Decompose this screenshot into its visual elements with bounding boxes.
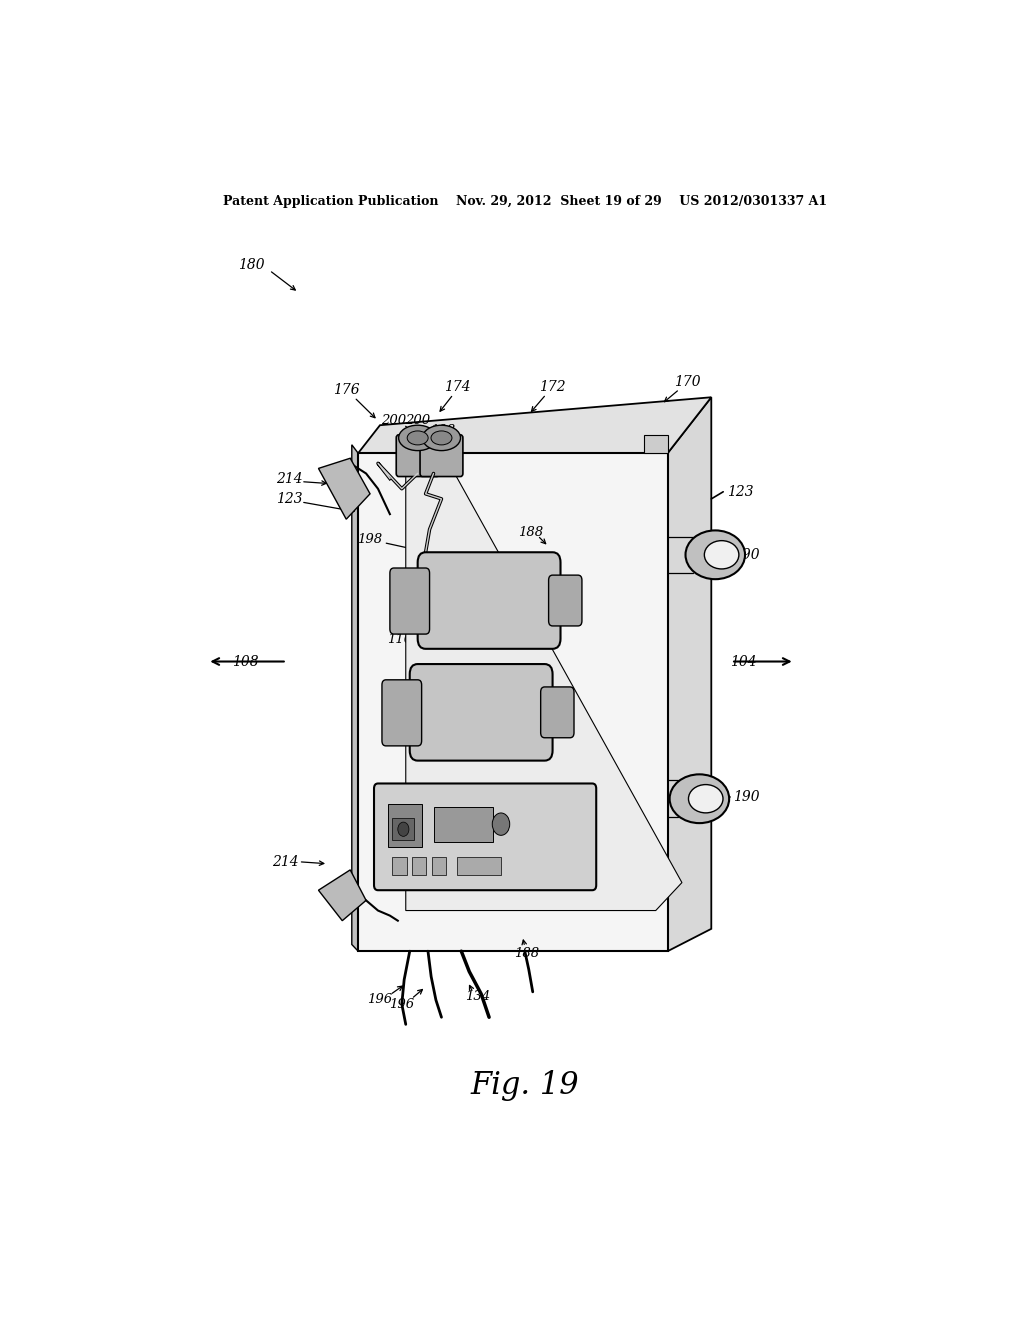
Text: 186: 186 <box>455 663 480 675</box>
Text: 186: 186 <box>465 546 489 560</box>
Text: 108: 108 <box>232 655 259 668</box>
Ellipse shape <box>431 430 452 445</box>
Bar <box>458 857 501 875</box>
Ellipse shape <box>688 784 723 813</box>
Text: 196: 196 <box>389 998 415 1011</box>
Bar <box>412 857 426 875</box>
Text: 104: 104 <box>730 655 757 668</box>
Bar <box>392 857 407 875</box>
Bar <box>392 818 415 841</box>
Ellipse shape <box>423 425 461 450</box>
Polygon shape <box>668 397 712 952</box>
FancyBboxPatch shape <box>420 434 463 477</box>
Text: 196: 196 <box>367 994 392 1006</box>
Polygon shape <box>358 453 668 952</box>
Text: 123: 123 <box>727 484 754 499</box>
Bar <box>387 804 423 846</box>
Text: 176: 176 <box>333 383 359 397</box>
Text: 116: 116 <box>387 632 412 645</box>
Polygon shape <box>318 458 370 519</box>
Text: 214: 214 <box>275 471 302 486</box>
Bar <box>432 857 446 875</box>
Text: 188: 188 <box>518 525 543 539</box>
Ellipse shape <box>685 531 745 579</box>
Ellipse shape <box>670 775 729 824</box>
Ellipse shape <box>408 430 428 445</box>
Text: 180: 180 <box>238 259 264 272</box>
Bar <box>644 434 668 453</box>
FancyBboxPatch shape <box>549 576 582 626</box>
FancyBboxPatch shape <box>418 552 560 649</box>
FancyBboxPatch shape <box>374 784 596 890</box>
Polygon shape <box>318 870 367 921</box>
Text: 188: 188 <box>514 946 539 960</box>
Text: Patent Application Publication    Nov. 29, 2012  Sheet 19 of 29    US 2012/03013: Patent Application Publication Nov. 29, … <box>223 194 826 207</box>
Text: 172: 172 <box>540 380 566 395</box>
Text: 118: 118 <box>551 577 577 590</box>
FancyBboxPatch shape <box>382 680 422 746</box>
Text: 114: 114 <box>514 647 540 660</box>
Text: 134: 134 <box>465 990 489 1003</box>
FancyBboxPatch shape <box>541 686 574 738</box>
Polygon shape <box>352 445 358 952</box>
Ellipse shape <box>705 541 739 569</box>
Text: Fig. 19: Fig. 19 <box>470 1069 580 1101</box>
FancyBboxPatch shape <box>410 664 553 760</box>
Text: 190: 190 <box>733 789 760 804</box>
Text: 200: 200 <box>381 414 407 428</box>
Polygon shape <box>358 397 712 453</box>
Text: 118: 118 <box>537 693 562 706</box>
Text: 170: 170 <box>674 375 700 389</box>
FancyBboxPatch shape <box>390 568 430 634</box>
Text: 123: 123 <box>275 492 302 506</box>
Circle shape <box>493 813 510 836</box>
Text: 200: 200 <box>406 414 430 428</box>
Text: 198: 198 <box>430 424 456 437</box>
Ellipse shape <box>398 425 436 450</box>
Text: 214: 214 <box>271 855 298 869</box>
Bar <box>433 807 494 842</box>
FancyBboxPatch shape <box>396 434 439 477</box>
Polygon shape <box>406 433 682 911</box>
Circle shape <box>397 822 409 837</box>
Text: 190: 190 <box>733 548 760 562</box>
Text: 174: 174 <box>444 380 471 395</box>
Text: 198: 198 <box>357 533 383 546</box>
